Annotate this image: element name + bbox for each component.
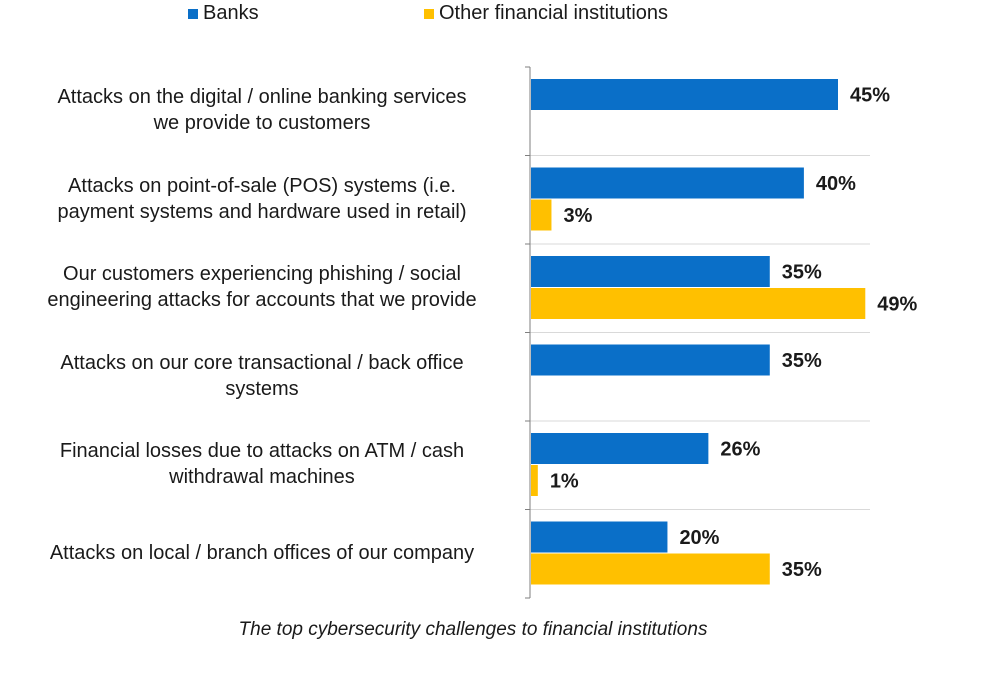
- figure-caption: The top cybersecurity challenges to fina…: [238, 619, 708, 640]
- legend-swatch-other: [424, 8, 434, 19]
- data-label: 26%: [720, 439, 760, 461]
- bar-banks: [531, 433, 709, 464]
- category-label-line: systems: [225, 377, 299, 400]
- category-label-line: Our customers experiencing phishing / so…: [63, 263, 461, 285]
- data-label: 35%: [782, 559, 822, 581]
- data-label: 35%: [782, 350, 822, 372]
- category-label-line: withdrawal machines: [169, 466, 355, 488]
- bar-banks: [531, 79, 838, 110]
- data-label: 3%: [563, 205, 592, 227]
- bar-banks: [531, 521, 668, 553]
- legend: Banks Other financial institutions: [0, 0, 986, 30]
- category-label: Attacks on the digital / online banking …: [12, 84, 512, 136]
- legend-label-banks: Banks: [203, 2, 259, 24]
- bar-banks: [531, 344, 770, 376]
- category-label: Attacks on our core transactional / back…: [12, 350, 512, 402]
- bar-other: [531, 553, 770, 585]
- data-label: 35%: [782, 262, 822, 284]
- legend-item-other: Other financial institutions: [424, 2, 668, 25]
- data-label: 40%: [816, 173, 856, 195]
- category-label-line: Attacks on our core transactional / back…: [60, 351, 464, 374]
- legend-swatch-banks: [188, 8, 198, 19]
- category-label: Attacks on local / branch offices of our…: [12, 540, 512, 566]
- category-label-line: Attacks on local / branch offices of our…: [49, 541, 475, 564]
- legend-label-other: Other financial institutions: [439, 2, 669, 24]
- data-label: 49%: [877, 294, 917, 316]
- data-label: 45%: [850, 85, 890, 107]
- bar-other: [531, 199, 552, 231]
- data-label: 20%: [679, 527, 719, 549]
- category-label-line: we provide to customers: [153, 112, 371, 134]
- category-label-line: payment systems and hardware used in ret…: [57, 200, 467, 223]
- category-label: Financial losses due to attacks on ATM /…: [12, 438, 512, 490]
- bar-banks: [531, 167, 804, 199]
- category-label-line: Financial losses due to attacks on ATM /…: [59, 440, 465, 462]
- legend-item-banks: Banks: [188, 2, 259, 25]
- category-label-line: engineering attacks for accounts that we…: [47, 289, 477, 311]
- category-label: Attacks on point-of-sale (POS) systems (…: [12, 173, 512, 225]
- bar-banks: [531, 256, 770, 287]
- data-label: 1%: [550, 471, 579, 493]
- bar-other: [531, 288, 866, 319]
- category-label-line: Attacks on point-of-sale (POS) systems (…: [68, 174, 456, 197]
- bar-other: [531, 465, 538, 496]
- category-label-line: Attacks on the digital / online banking …: [57, 86, 467, 108]
- category-label: Our customers experiencing phishing / so…: [12, 261, 512, 313]
